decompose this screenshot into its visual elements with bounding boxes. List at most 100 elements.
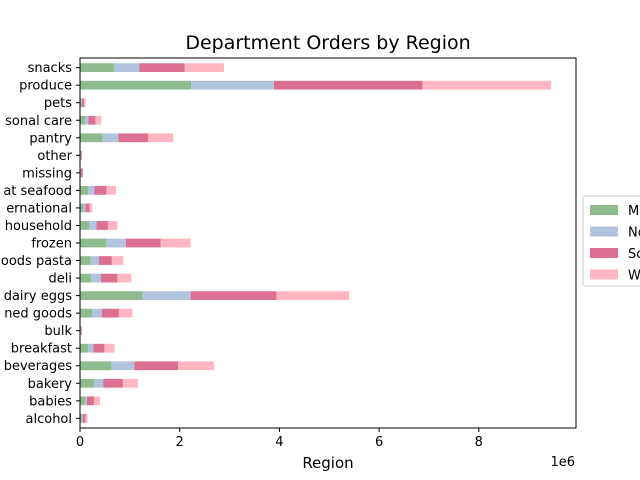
bar-meat-seafood-so bbox=[94, 186, 107, 195]
x-tick-label: 6 bbox=[375, 435, 383, 450]
bar-alcohol-so bbox=[82, 413, 86, 423]
bar-other-no bbox=[80, 150, 81, 160]
bar-alcohol-m bbox=[80, 413, 82, 423]
bar-alcohol-no bbox=[81, 413, 83, 423]
legend-swatch-so bbox=[590, 248, 618, 258]
bar-missing-w bbox=[82, 168, 83, 178]
bar-babies-w bbox=[93, 396, 100, 406]
bar-personal-care-so bbox=[88, 115, 96, 125]
bar-household-m bbox=[80, 221, 89, 230]
y-tick-label: sonal care bbox=[5, 114, 72, 129]
legend: M No So W bbox=[582, 195, 640, 287]
bar-bulk-so bbox=[81, 326, 82, 336]
bar-deli-no bbox=[90, 273, 101, 283]
bar-international-m bbox=[80, 203, 83, 213]
y-tick-label: other bbox=[37, 149, 72, 164]
bar-dry-goods-pasta-w bbox=[111, 256, 124, 265]
bar-bakery-w bbox=[122, 378, 138, 388]
bar-canned-goods-so bbox=[101, 308, 119, 318]
legend-label-w: W bbox=[628, 269, 640, 284]
bar-dairy-eggs-so bbox=[190, 291, 277, 300]
legend-swatch-m bbox=[590, 205, 618, 215]
y-tick-label: ned goods bbox=[4, 307, 72, 322]
bar-dairy-eggs-w bbox=[276, 291, 350, 300]
bar-snacks-w bbox=[184, 63, 225, 73]
bar-bakery-no bbox=[93, 378, 104, 388]
bar-deli-so bbox=[100, 273, 118, 283]
bar-bakery-m bbox=[80, 378, 94, 388]
bar-breakfast-w bbox=[104, 343, 115, 353]
bar-international-w bbox=[89, 203, 93, 213]
bar-missing-no bbox=[80, 168, 81, 178]
bar-personal-care-w bbox=[95, 115, 102, 125]
x-tick-label: 0 bbox=[76, 435, 84, 450]
plot-frame bbox=[79, 57, 577, 429]
bar-meat-seafood-no bbox=[87, 186, 95, 195]
y-tick-label: deli bbox=[49, 272, 72, 287]
x-axis-multiplier: 1e6 bbox=[550, 455, 575, 470]
bar-bakery-so bbox=[103, 378, 123, 388]
bar-breakfast-no bbox=[87, 343, 94, 353]
bar-deli-m bbox=[80, 273, 91, 283]
bar-household-so bbox=[96, 221, 108, 230]
legend-label-m: M bbox=[628, 204, 639, 219]
x-tick-label: 2 bbox=[176, 435, 184, 450]
bar-canned-goods-m bbox=[80, 308, 92, 318]
bar-pantry-so bbox=[118, 133, 149, 143]
bar-household-w bbox=[107, 221, 118, 230]
y-axis: alcohol babies bakery beverages breakfast bul… bbox=[1, 61, 80, 427]
y-tick-label: ernational bbox=[6, 201, 72, 216]
y-tick-label: snacks bbox=[28, 61, 73, 76]
bar-international-so bbox=[85, 203, 90, 213]
y-tick-label: at seafood bbox=[3, 184, 72, 199]
bar-produce-so bbox=[273, 80, 423, 90]
x-axis: 0 2 4 6 8 bbox=[76, 428, 483, 450]
bar-dry-goods-pasta-so bbox=[98, 256, 112, 265]
bar-breakfast-so bbox=[93, 343, 105, 353]
bar-canned-goods-w bbox=[118, 308, 133, 318]
y-tick-label: bulk bbox=[44, 324, 72, 339]
bar-breakfast-m bbox=[80, 343, 88, 353]
y-tick-label: dairy eggs bbox=[4, 289, 73, 304]
bar-snacks-so bbox=[139, 63, 185, 73]
bar-dairy-eggs-no bbox=[142, 291, 191, 300]
y-tick-label: breakfast bbox=[11, 342, 72, 357]
legend-swatch-w bbox=[590, 269, 618, 280]
bar-beverages-w bbox=[178, 361, 215, 371]
bar-other-so bbox=[81, 150, 82, 160]
bar-babies-no bbox=[84, 396, 87, 406]
bar-produce-w bbox=[422, 80, 552, 90]
bar-pets-no bbox=[81, 98, 82, 108]
bar-frozen-no bbox=[106, 238, 126, 248]
y-tick-label: babies bbox=[29, 394, 72, 409]
legend-frame bbox=[582, 195, 640, 287]
y-tick-label: produce bbox=[19, 79, 72, 94]
y-tick-label: alcohol bbox=[26, 412, 72, 427]
y-tick-label: frozen bbox=[31, 237, 72, 252]
bar-bulk-w bbox=[81, 326, 82, 336]
bar-produce-m bbox=[80, 80, 192, 90]
bar-babies-so bbox=[86, 396, 94, 406]
bar-alcohol-w bbox=[85, 413, 88, 423]
bar-other-w bbox=[81, 150, 82, 160]
bar-meat-seafood-w bbox=[106, 186, 116, 195]
chart-title: Department Orders by Region bbox=[185, 32, 470, 54]
bar-pantry-no bbox=[102, 133, 119, 143]
bar-dry-goods-pasta-no bbox=[90, 256, 99, 265]
y-tick-label: pantry bbox=[29, 131, 72, 146]
legend-swatch-no bbox=[590, 226, 618, 237]
bar-household-no bbox=[88, 221, 97, 230]
bar-deli-w bbox=[117, 273, 132, 283]
bar-bulk-no bbox=[80, 326, 81, 336]
y-tick-label: missing bbox=[22, 166, 72, 181]
x-tick-label: 4 bbox=[275, 435, 283, 450]
y-tick-label: oods pasta bbox=[1, 254, 72, 269]
y-tick-label: pets bbox=[44, 96, 72, 111]
bar-pantry-m bbox=[80, 133, 103, 143]
bar-snacks-no bbox=[114, 63, 140, 73]
bar-frozen-m bbox=[80, 238, 107, 248]
bar-international-no bbox=[82, 203, 86, 213]
bar-pantry-w bbox=[148, 133, 174, 143]
bar-canned-goods-no bbox=[91, 308, 102, 318]
